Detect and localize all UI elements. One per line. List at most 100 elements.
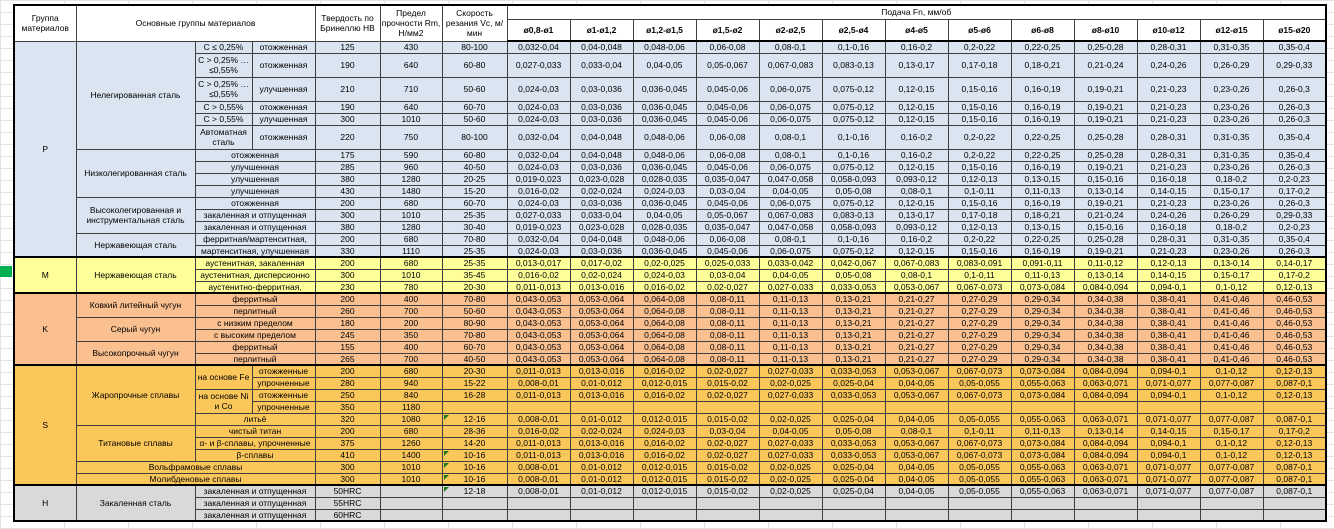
- hardness-cell[interactable]: 245: [314, 328, 381, 342]
- feed-cell-5[interactable]: 0,13-0,21: [821, 316, 886, 330]
- feed-cell-12[interactable]: 0,26-0,3: [1262, 100, 1327, 114]
- feed-cell-0[interactable]: 0,027-0,033: [506, 208, 571, 222]
- feed-cell-8[interactable]: 0,073-0,084: [1010, 364, 1075, 378]
- feed-cell-11[interactable]: 0,1-0,12: [1199, 364, 1264, 378]
- family-cell[interactable]: Высоколегированная и инструментальная ст…: [75, 196, 196, 234]
- feed-cell-7[interactable]: 0,27-0,29: [947, 352, 1012, 366]
- feed-cell-8[interactable]: 0,16-0,19: [1010, 160, 1075, 174]
- feed-cell-4[interactable]: 0,06-0,075: [758, 76, 823, 102]
- feed-cell-9[interactable]: 0,11-0,12: [1073, 256, 1138, 270]
- feed-cell-0[interactable]: 0,043-0,053: [506, 292, 571, 306]
- family-cell[interactable]: Ковкий литейный чугун: [75, 292, 196, 318]
- feed-cell-2[interactable]: 0,048-0,06: [632, 232, 697, 246]
- condition-cell[interactable]: ферритная/мартенситная,: [194, 232, 316, 246]
- feed-cell-5[interactable]: 0,13-0,21: [821, 292, 886, 306]
- feed-cell-0[interactable]: 0,024-0,03: [506, 244, 571, 258]
- feed-cell-8[interactable]: 0,16-0,19: [1010, 100, 1075, 114]
- speed-cell[interactable]: 25-35: [441, 208, 508, 222]
- feed-cell-11[interactable]: 0,077-0,087: [1199, 472, 1264, 486]
- feed-cell-0[interactable]: 0,027-0,033: [506, 52, 571, 78]
- feed-cell-4[interactable]: [758, 508, 823, 522]
- group-cell[interactable]: H: [13, 484, 77, 522]
- feed-cell-2[interactable]: 0,016-0,02: [632, 436, 697, 450]
- feed-cell-8[interactable]: 0,055-0,063: [1010, 376, 1075, 390]
- hardness-cell[interactable]: 175: [314, 148, 381, 162]
- feed-cell-8[interactable]: 0,055-0,063: [1010, 472, 1075, 486]
- feed-cell-10[interactable]: 0,071-0,077: [1136, 412, 1201, 426]
- feed-cell-10[interactable]: 0,21-0,23: [1136, 160, 1201, 174]
- feed-cell-5[interactable]: 0,075-0,12: [821, 196, 886, 210]
- header-main-col[interactable]: Основные группы материалов: [75, 4, 316, 42]
- feed-cell-3[interactable]: 0,045-0,06: [695, 244, 760, 258]
- group-cell[interactable]: K: [13, 292, 77, 366]
- feed-cell-4[interactable]: 0,047-0,058: [758, 172, 823, 186]
- feed-cell-6[interactable]: 0,04-0,05: [884, 460, 949, 474]
- feed-cell-11[interactable]: [1199, 508, 1264, 522]
- feed-cell-6[interactable]: [884, 400, 949, 414]
- feed-cell-4[interactable]: 0,033-0,042: [758, 256, 823, 270]
- feed-cell-5[interactable]: 0,083-0,13: [821, 52, 886, 78]
- feed-cell-11[interactable]: 0,23-0,26: [1199, 196, 1264, 210]
- speed-cell[interactable]: 14-20: [441, 436, 508, 450]
- feed-cell-1[interactable]: 0,053-0,064: [569, 292, 634, 306]
- condition-cell[interactable]: упрочненные: [251, 400, 316, 414]
- feed-cell-11[interactable]: 0,077-0,087: [1199, 412, 1264, 426]
- feed-cell-3[interactable]: 0,02-0,027: [695, 388, 760, 402]
- feed-cell-11[interactable]: 0,15-0,17: [1199, 184, 1264, 198]
- feed-col-header-8[interactable]: ø6-ø8: [1010, 18, 1075, 42]
- feed-cell-1[interactable]: 0,03-0,036: [569, 76, 634, 102]
- feed-cell-10[interactable]: 0,21-0,23: [1136, 244, 1201, 258]
- feed-cell-7[interactable]: 0,2-0,22: [947, 124, 1012, 150]
- feed-cell-6[interactable]: [884, 496, 949, 510]
- feed-cell-5[interactable]: 0,025-0,04: [821, 376, 886, 390]
- feed-cell-1[interactable]: 0,053-0,064: [569, 316, 634, 330]
- strength-cell[interactable]: 680: [379, 424, 443, 438]
- feed-cell-8[interactable]: 0,29-0,34: [1010, 340, 1075, 354]
- feed-cell-2[interactable]: 0,064-0,08: [632, 352, 697, 366]
- feed-cell-3[interactable]: 0,045-0,06: [695, 196, 760, 210]
- feed-cell-9[interactable]: 0,084-0,094: [1073, 436, 1138, 450]
- feed-cell-8[interactable]: 0,055-0,063: [1010, 412, 1075, 426]
- feed-cell-0[interactable]: 0,019-0,023: [506, 172, 571, 186]
- feed-cell-2[interactable]: 0,016-0,02: [632, 448, 697, 462]
- feed-cell-6[interactable]: 0,04-0,05: [884, 376, 949, 390]
- feed-cell-8[interactable]: 0,073-0,084: [1010, 388, 1075, 402]
- feed-cell-5[interactable]: 0,075-0,12: [821, 244, 886, 258]
- feed-cell-0[interactable]: 0,013-0,017: [506, 256, 571, 270]
- feed-cell-8[interactable]: 0,055-0,063: [1010, 484, 1075, 498]
- feed-cell-2[interactable]: 0,024-0,03: [632, 268, 697, 282]
- feed-cell-1[interactable]: 0,053-0,064: [569, 328, 634, 342]
- feed-cell-9[interactable]: 0,19-0,21: [1073, 112, 1138, 126]
- feed-col-header-9[interactable]: ø8-ø10: [1073, 18, 1138, 42]
- feed-cell-5[interactable]: 0,025-0,04: [821, 460, 886, 474]
- feed-cell-0[interactable]: 0,032-0,04: [506, 232, 571, 246]
- feed-cell-10[interactable]: 0,28-0,31: [1136, 148, 1201, 162]
- feed-cell-12[interactable]: 0,087-0,1: [1262, 472, 1327, 486]
- feed-cell-2[interactable]: 0,048-0,06: [632, 148, 697, 162]
- feed-cell-4[interactable]: 0,11-0,13: [758, 352, 823, 366]
- feed-cell-2[interactable]: 0,036-0,045: [632, 112, 697, 126]
- feed-cell-11[interactable]: 0,23-0,26: [1199, 76, 1264, 102]
- feed-cell-2[interactable]: 0,036-0,045: [632, 160, 697, 174]
- green-highlight-cell[interactable]: [0, 266, 12, 277]
- feed-cell-6[interactable]: 0,12-0,15: [884, 196, 949, 210]
- feed-cell-9[interactable]: 0,13-0,14: [1073, 268, 1138, 282]
- group-cell[interactable]: M: [13, 256, 77, 294]
- feed-cell-3[interactable]: 0,025-0,033: [695, 256, 760, 270]
- feed-cell-3[interactable]: 0,035-0,047: [695, 172, 760, 186]
- hardness-cell[interactable]: 375: [314, 436, 381, 450]
- condition-cell[interactable]: перлитный: [194, 304, 316, 318]
- feed-cell-5[interactable]: 0,058-0,093: [821, 220, 886, 234]
- feed-cell-9[interactable]: 0,34-0,38: [1073, 328, 1138, 342]
- feed-cell-7[interactable]: 0,1-0,11: [947, 424, 1012, 438]
- feed-cell-5[interactable]: 0,075-0,12: [821, 160, 886, 174]
- feed-cell-2[interactable]: 0,064-0,08: [632, 340, 697, 354]
- strength-cell[interactable]: 400: [379, 292, 443, 306]
- feed-cell-2[interactable]: 0,028-0,035: [632, 220, 697, 234]
- feed-cell-7[interactable]: 0,15-0,16: [947, 112, 1012, 126]
- hardness-cell[interactable]: 50HRC: [314, 484, 381, 498]
- feed-cell-6[interactable]: 0,053-0,067: [884, 388, 949, 402]
- feed-cell-3[interactable]: [695, 496, 760, 510]
- feed-col-header-5[interactable]: ø2,5-ø4: [821, 18, 886, 42]
- feed-cell-12[interactable]: 0,087-0,1: [1262, 460, 1327, 474]
